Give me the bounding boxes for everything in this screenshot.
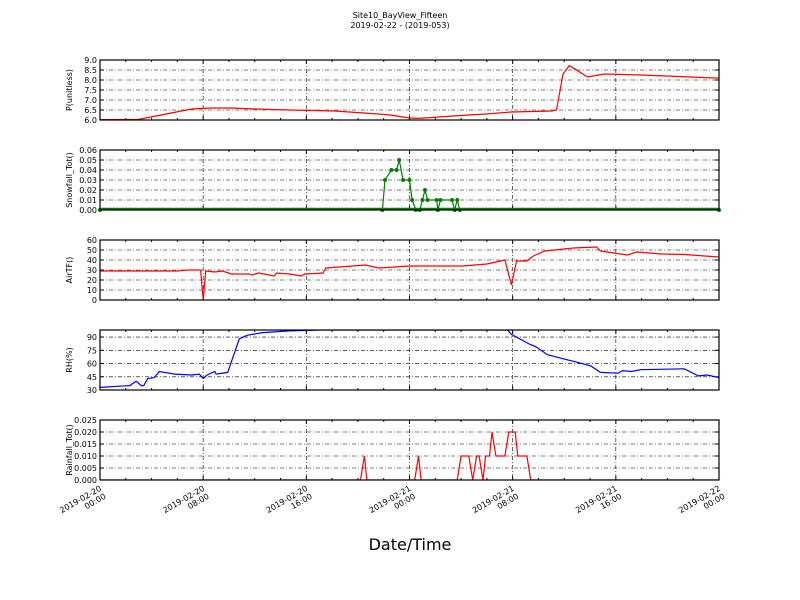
y-tick-label: 0.03	[79, 176, 97, 185]
y-axis-label: P(unitless)	[65, 69, 74, 111]
y-tick-label: 7.5	[84, 86, 97, 95]
axes-frame	[99, 329, 720, 391]
y-tick-label: 50	[87, 246, 97, 255]
axes-frame	[99, 419, 720, 481]
y-tick-label: 0.00	[79, 206, 97, 215]
panel-1: 0.000.010.020.030.040.050.06 Snowfall_Tot…	[65, 146, 721, 215]
data-point	[420, 198, 425, 202]
y-tick-label: 0.025	[74, 416, 97, 425]
y-axis-label: Snowfall_Tot()	[65, 152, 74, 208]
axes-frame	[99, 239, 720, 301]
y-tick-label: 90	[87, 333, 97, 342]
y-tick-label: 9.0	[84, 56, 97, 65]
data-point	[407, 178, 412, 182]
y-tick-label: 0.05	[79, 156, 97, 165]
panel-3: 30 45 60 75 90 RH(%)	[65, 329, 720, 395]
panel-0: 6.06.57.07.58.08.59.0 P(unitless)	[65, 56, 720, 125]
series-line	[100, 64, 719, 120]
y-tick-label: 7.0	[84, 96, 97, 105]
data-point	[382, 178, 387, 182]
y-tick-label: 0.000	[74, 476, 97, 485]
axes-frame	[99, 149, 720, 211]
y-tick-label: 10	[87, 286, 97, 295]
y-tick-label: 6.5	[84, 106, 97, 115]
y-tick-label: 0.010	[74, 452, 97, 461]
data-point	[394, 168, 399, 172]
y-tick-label: 0.005	[74, 464, 97, 473]
y-tick-label: 6.0	[84, 116, 97, 125]
data-point	[455, 198, 460, 202]
y-tick-label: 20	[87, 276, 97, 285]
data-point	[397, 158, 402, 162]
y-tick-label: 60	[87, 360, 97, 369]
x-tick-label: 2019-02-2200:00	[677, 484, 726, 523]
series-line	[100, 159, 719, 210]
y-tick-label: 0.02	[79, 186, 97, 195]
x-tick-label: 2019-02-2100:00	[368, 484, 417, 523]
data-point	[422, 188, 427, 192]
y-tick-label: 0.06	[79, 146, 97, 155]
y-axis-label: RH(%)	[65, 347, 74, 372]
y-tick-label: 0.04	[79, 166, 97, 175]
series-line	[100, 431, 719, 480]
data-point	[438, 198, 443, 202]
y-tick-label: 0.01	[79, 196, 97, 205]
chart-title: Site10_BayView_Fifteen	[352, 11, 448, 20]
y-tick-label: 75	[87, 346, 97, 355]
y-tick-label: 30	[87, 266, 97, 275]
data-point	[401, 178, 406, 182]
y-tick-label: 0	[92, 296, 97, 305]
x-tick-label: 2019-02-2000:00	[58, 484, 107, 523]
x-axis-label: Date/Time	[369, 535, 452, 554]
data-point	[410, 198, 415, 202]
series-line	[100, 246, 719, 300]
y-tick-label: 40	[87, 256, 97, 265]
y-axis-label: Rainfall_Tot()	[65, 424, 74, 476]
data-point	[434, 198, 439, 202]
y-tick-label: 0.020	[74, 428, 97, 437]
data-point	[425, 198, 430, 202]
y-tick-label: 45	[87, 373, 97, 382]
y-tick-label: 30	[87, 386, 97, 395]
data-point	[450, 198, 455, 202]
x-tick-label: 2019-02-2008:00	[161, 484, 210, 523]
x-tick-label: 2019-02-2108:00	[471, 484, 520, 523]
y-tick-label: 8.0	[84, 76, 97, 85]
x-tick-label: 2019-02-2116:00	[574, 484, 623, 523]
y-tick-label: 60	[87, 236, 97, 245]
chart-subtitle: 2019-02-22 - (2019-053)	[350, 21, 450, 30]
series-line	[100, 330, 719, 388]
data-point	[389, 168, 394, 172]
y-axis-label: AirTF()	[65, 257, 74, 284]
y-tick-label: 8.5	[84, 66, 97, 75]
y-tick-label: 0.015	[74, 440, 97, 449]
axes-frame	[99, 59, 720, 121]
x-tick-label: 2019-02-2016:00	[265, 484, 314, 523]
panel-4: 0.000 0.005 0.010 0.015 0.020 0.025Rainfall_T…	[65, 416, 720, 485]
